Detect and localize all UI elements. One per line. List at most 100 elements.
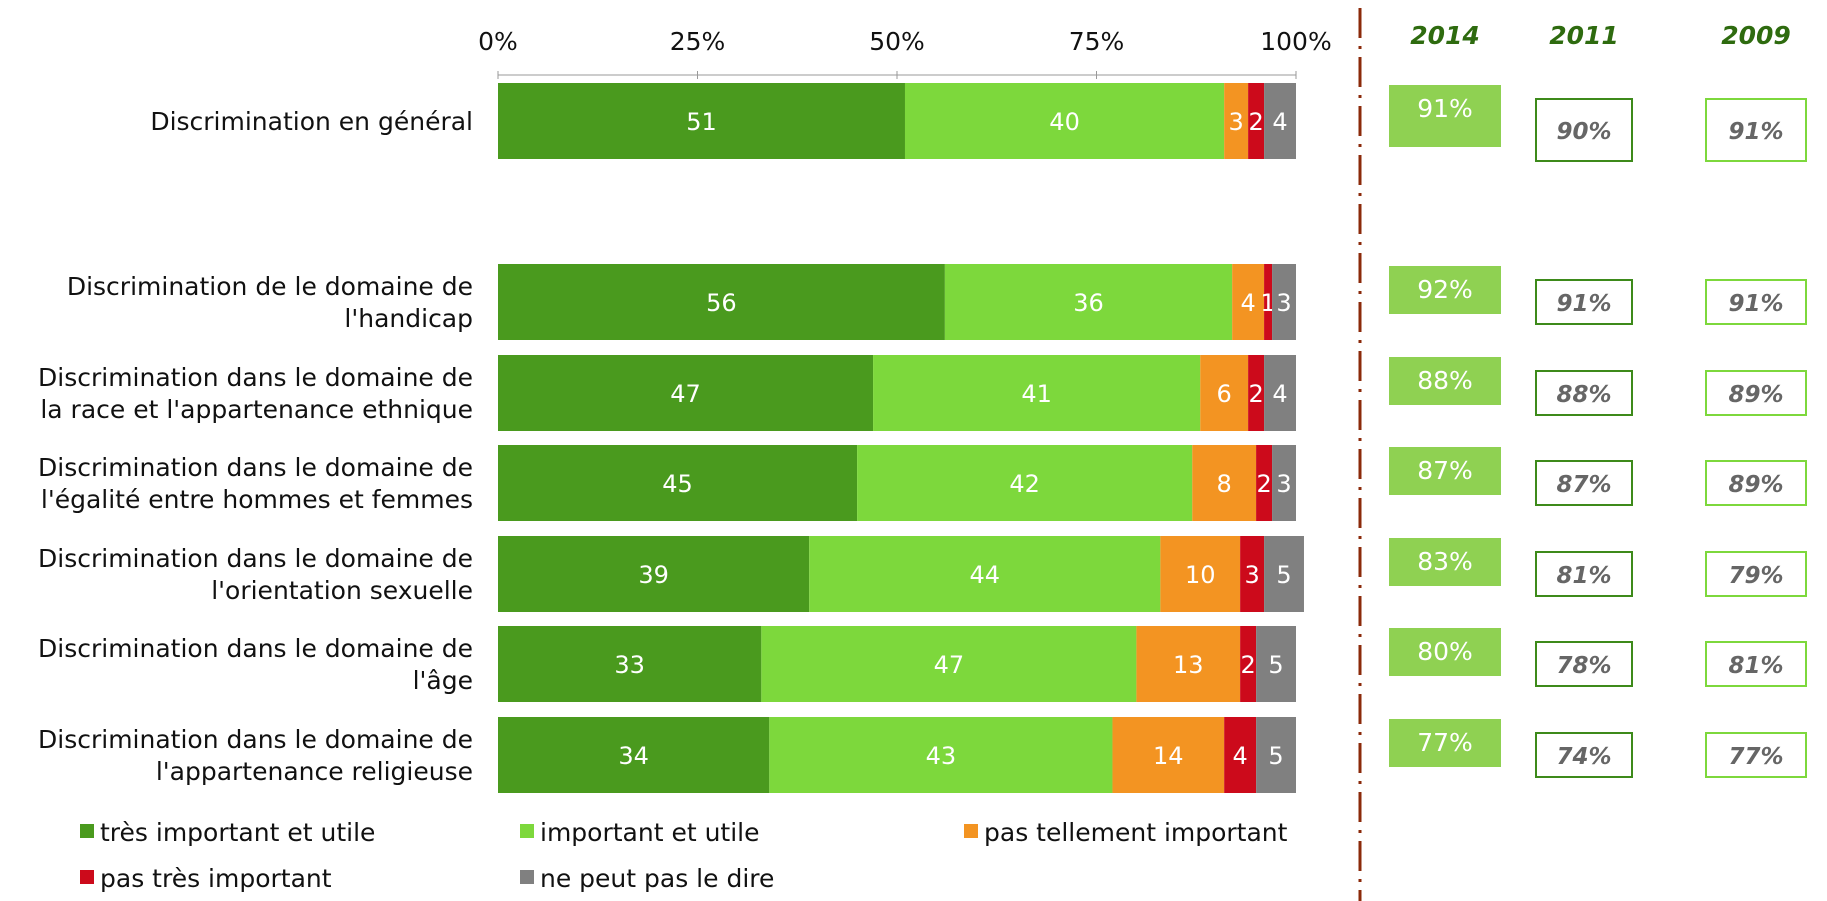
- trend-value: 92%: [1417, 275, 1473, 304]
- data-label: 43: [926, 742, 957, 770]
- data-label: 34: [618, 742, 649, 770]
- trend-box-2009: [1705, 732, 1807, 778]
- bars: 51 40 3 2 456 36 4 1 347 41 6 2 445 42 8 2 339 44 10 3 533 47…: [498, 83, 1304, 793]
- bar-segment: [498, 264, 945, 340]
- trend-box-2011: [1535, 370, 1633, 416]
- trend-value: 91%: [1728, 119, 1783, 145]
- trend-value: 89%: [1728, 472, 1783, 498]
- data-label: 3: [1229, 108, 1244, 136]
- trend-value: 81%: [1728, 653, 1783, 679]
- legend-swatch: [80, 870, 94, 884]
- bar-segment: [904, 83, 1225, 159]
- legend-label: pas tellement important: [984, 818, 1288, 847]
- trend-value: 77%: [1728, 744, 1783, 770]
- category-labels: Discrimination en général Discrimination …: [38, 107, 473, 786]
- x-tick-label: 75%: [1069, 27, 1125, 56]
- bar-segment: [809, 536, 1161, 612]
- legend-swatch: [520, 870, 534, 884]
- bar-segment: [498, 536, 810, 612]
- trend-box-2009: [1705, 98, 1807, 162]
- data-label: 14: [1153, 742, 1184, 770]
- trend-value: 79%: [1728, 563, 1783, 589]
- x-tick-label: 50%: [869, 27, 925, 56]
- bar-segment: [1200, 355, 1249, 431]
- trend-value: 87%: [1417, 456, 1473, 485]
- bar-segment: [873, 355, 1201, 431]
- data-label: 2: [1256, 470, 1271, 498]
- trend-box-2011: [1535, 551, 1633, 597]
- data-label: 1: [1260, 289, 1275, 317]
- trend-value: 87%: [1556, 472, 1611, 498]
- bar-segment: [1264, 536, 1304, 612]
- bar-segment: [1192, 445, 1257, 521]
- trend-box-2009: [1705, 551, 1807, 597]
- trend-box-2011: [1535, 641, 1633, 687]
- trend-box-2009: [1705, 279, 1807, 325]
- data-label: 33: [614, 651, 645, 679]
- trend-columns: 2014 2011 2009 91% 90% 91% 92% 91% 91% 88% 88% 89% 8…: [1389, 21, 1807, 778]
- category-label: Discrimination dans le domaine de l'orien…: [38, 544, 473, 605]
- data-label: 36: [1073, 289, 1104, 317]
- trend-box-2014: [1389, 538, 1501, 586]
- legend-swatch: [964, 824, 978, 838]
- trend-value: 91%: [1728, 291, 1783, 317]
- trend-box-2009: [1705, 641, 1807, 687]
- category-label: Discrimination dans le domaine de l'appar…: [38, 725, 473, 786]
- data-label: 2: [1248, 380, 1263, 408]
- trend-value: 80%: [1417, 637, 1473, 666]
- bar-segment: [1256, 626, 1296, 702]
- trend-value: 90%: [1556, 119, 1611, 145]
- trend-box-2009: [1705, 370, 1807, 416]
- data-label: 3: [1244, 561, 1259, 589]
- trend-value: 88%: [1417, 366, 1473, 395]
- data-label: 3: [1276, 289, 1291, 317]
- trend-value: 77%: [1417, 728, 1473, 757]
- category-label: Discrimination dans le domaine de l'égali…: [38, 453, 473, 514]
- category-label: Discrimination dans le domaine de l'âge: [38, 634, 473, 695]
- bar-segment: [769, 717, 1113, 793]
- x-tick-label: 25%: [670, 27, 726, 56]
- trend-value: 81%: [1556, 563, 1611, 589]
- trend-value: 89%: [1728, 382, 1783, 408]
- bar-segment: [1136, 626, 1241, 702]
- category-label: Discrimination de le domaine de l'handica…: [67, 272, 473, 333]
- legend-label: important et utile: [540, 818, 760, 847]
- bar-segment: [857, 445, 1193, 521]
- data-label: 2: [1240, 651, 1255, 679]
- data-label: 4: [1272, 108, 1287, 136]
- legend-swatch: [80, 824, 94, 838]
- data-label: 2: [1248, 108, 1263, 136]
- data-label: 41: [1021, 380, 1052, 408]
- trend-box-2014: [1389, 447, 1501, 495]
- legend-label: ne peut pas le dire: [540, 864, 774, 893]
- trend-value: 83%: [1417, 547, 1473, 576]
- legend-swatch: [520, 824, 534, 838]
- trend-box-2011: [1535, 98, 1633, 162]
- trend-box-2009: [1705, 460, 1807, 506]
- year-header: 2011: [1549, 21, 1619, 50]
- year-header: 2014: [1410, 21, 1480, 50]
- bar-segment: [1232, 264, 1265, 340]
- bar-segment: [1264, 83, 1296, 159]
- data-label: 4: [1240, 289, 1255, 317]
- bar-segment: [1224, 717, 1257, 793]
- data-label: 5: [1268, 742, 1283, 770]
- bar-segment: [1160, 536, 1241, 612]
- trend-box-2014: [1389, 357, 1501, 405]
- data-label: 4: [1232, 742, 1247, 770]
- x-axis: 0% 25% 50% 75% 100%: [478, 27, 1332, 79]
- bar-segment: [1256, 445, 1273, 521]
- data-label: 4: [1272, 380, 1287, 408]
- data-label: 44: [970, 561, 1001, 589]
- trend-value: 91%: [1417, 94, 1473, 123]
- data-label: 13: [1173, 651, 1204, 679]
- bar-segment: [498, 717, 770, 793]
- legend: très important et utile important et util…: [80, 818, 1288, 893]
- data-label: 3: [1276, 470, 1291, 498]
- category-label: Discrimination dans le domaine de la race…: [38, 363, 473, 424]
- trend-box-2011: [1535, 460, 1633, 506]
- data-label: 8: [1217, 470, 1232, 498]
- data-label: 45: [662, 470, 693, 498]
- trend-box-2014: [1389, 85, 1501, 147]
